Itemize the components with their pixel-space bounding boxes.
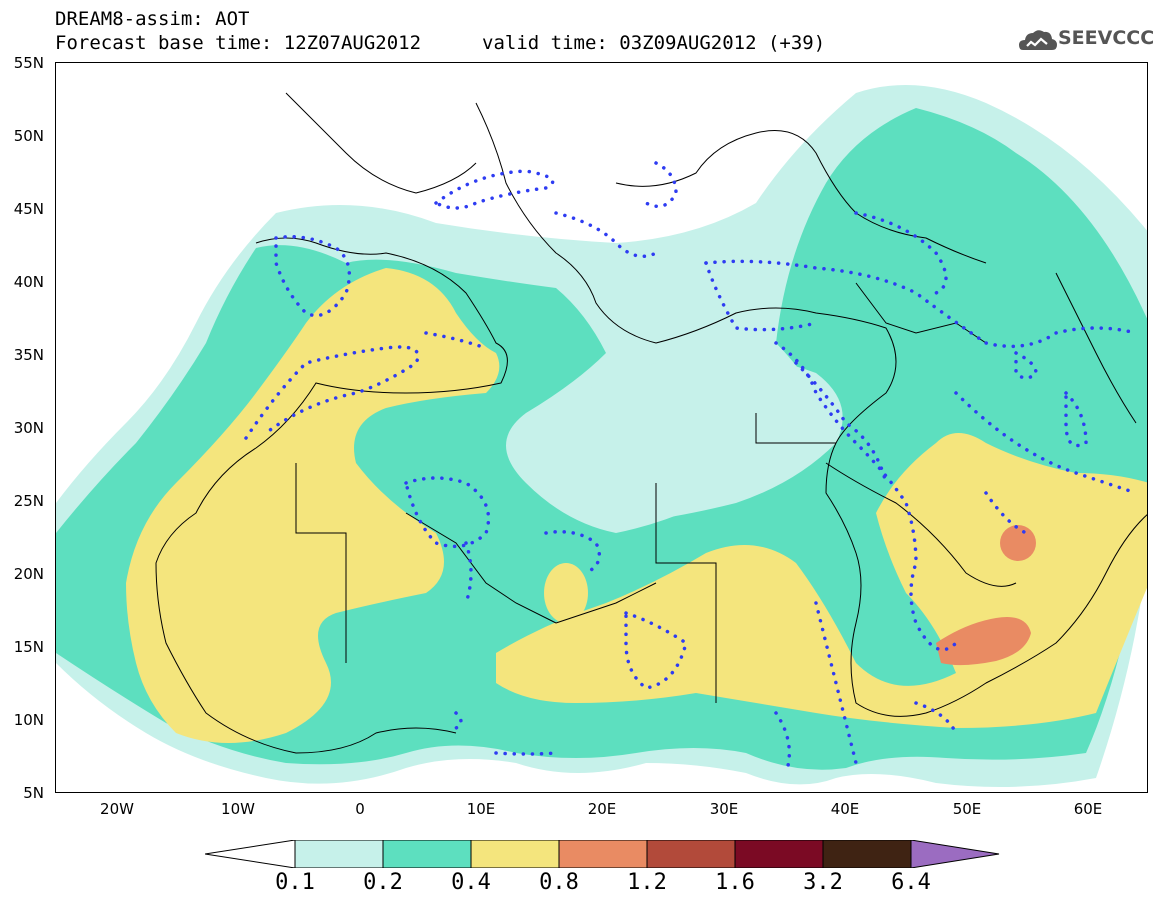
colorbar-cell-3.2-6.4 [822, 840, 912, 868]
lat-tick-55n: 55N [13, 54, 44, 72]
lon-tick-40e: 40E [830, 800, 860, 818]
colorbar-label-1.2: 1.2 [627, 870, 667, 895]
seevccc-cloud-icon [1019, 30, 1057, 50]
aot-colorbar [205, 840, 1000, 868]
lat-tick-45n: 45N [13, 200, 44, 218]
lat-tick-20n: 20N [13, 565, 44, 583]
colorbar-cell-0.1-0.2 [294, 840, 384, 868]
valid-time: valid time: 03Z09AUG2012 (+39) [482, 32, 826, 54]
lat-tick-15n: 15N [13, 638, 44, 656]
colorbar-cell-0.4-0.8 [470, 840, 560, 868]
colorbar-cell-0.8-1.2 [558, 840, 648, 868]
colorbar-cell-above-6.4 [910, 840, 1000, 868]
colorbar-cell-1.2-1.6 [646, 840, 736, 868]
colorbar-label-0.4: 0.4 [451, 870, 491, 895]
lon-tick-20e: 20E [587, 800, 617, 818]
colorbar-label-3.2: 3.2 [803, 870, 843, 895]
lat-tick-10n: 10N [13, 711, 44, 729]
aot-level-0.1-island [526, 355, 843, 523]
lon-tick-30e: 30E [709, 800, 739, 818]
lon-tick-60e: 60E [1073, 800, 1103, 818]
colorbar-label-6.4: 6.4 [891, 870, 931, 895]
aot-map [55, 62, 1148, 793]
colorbar-cell-0.2-0.4 [382, 840, 472, 868]
lon-tick-10w: 10W [221, 800, 255, 818]
aot-level-0.4-blob [544, 563, 588, 623]
lon-tick-0: 0 [355, 800, 365, 818]
aot-level-0.8-area-oman [1000, 525, 1036, 561]
colorbar-cell-1.6-3.2 [734, 840, 824, 868]
lat-tick-50n: 50N [13, 127, 44, 145]
colorbar-label-1.6: 1.6 [715, 870, 755, 895]
aot-level-0.4-area-west [126, 268, 500, 743]
aot-level-0.8-area-yemen [936, 617, 1031, 666]
lon-tick-20w: 20W [100, 800, 134, 818]
lat-tick-35n: 35N [13, 346, 44, 364]
logo-text: SEEVCCC [1058, 27, 1155, 49]
aot-dotted-contours [244, 161, 1138, 775]
lat-tick-30n: 30N [13, 419, 44, 437]
colorbar-label-0.1: 0.1 [275, 870, 315, 895]
lon-tick-50e: 50E [952, 800, 982, 818]
forecast-base-time: Forecast base time: 12Z07AUG2012 [55, 32, 422, 54]
lon-tick-10e: 10E [466, 800, 496, 818]
map-title: DREAM8-assim: AOT [55, 8, 250, 30]
colorbar-label-0.8: 0.8 [539, 870, 579, 895]
colorbar-label-0.2: 0.2 [363, 870, 403, 895]
colorbar-cell-below-0.1 [205, 840, 296, 868]
lat-tick-5n: 5N [23, 784, 44, 802]
lat-tick-40n: 40N [13, 273, 44, 291]
lat-tick-25n: 25N [13, 492, 44, 510]
coastlines [155, 92, 1147, 754]
